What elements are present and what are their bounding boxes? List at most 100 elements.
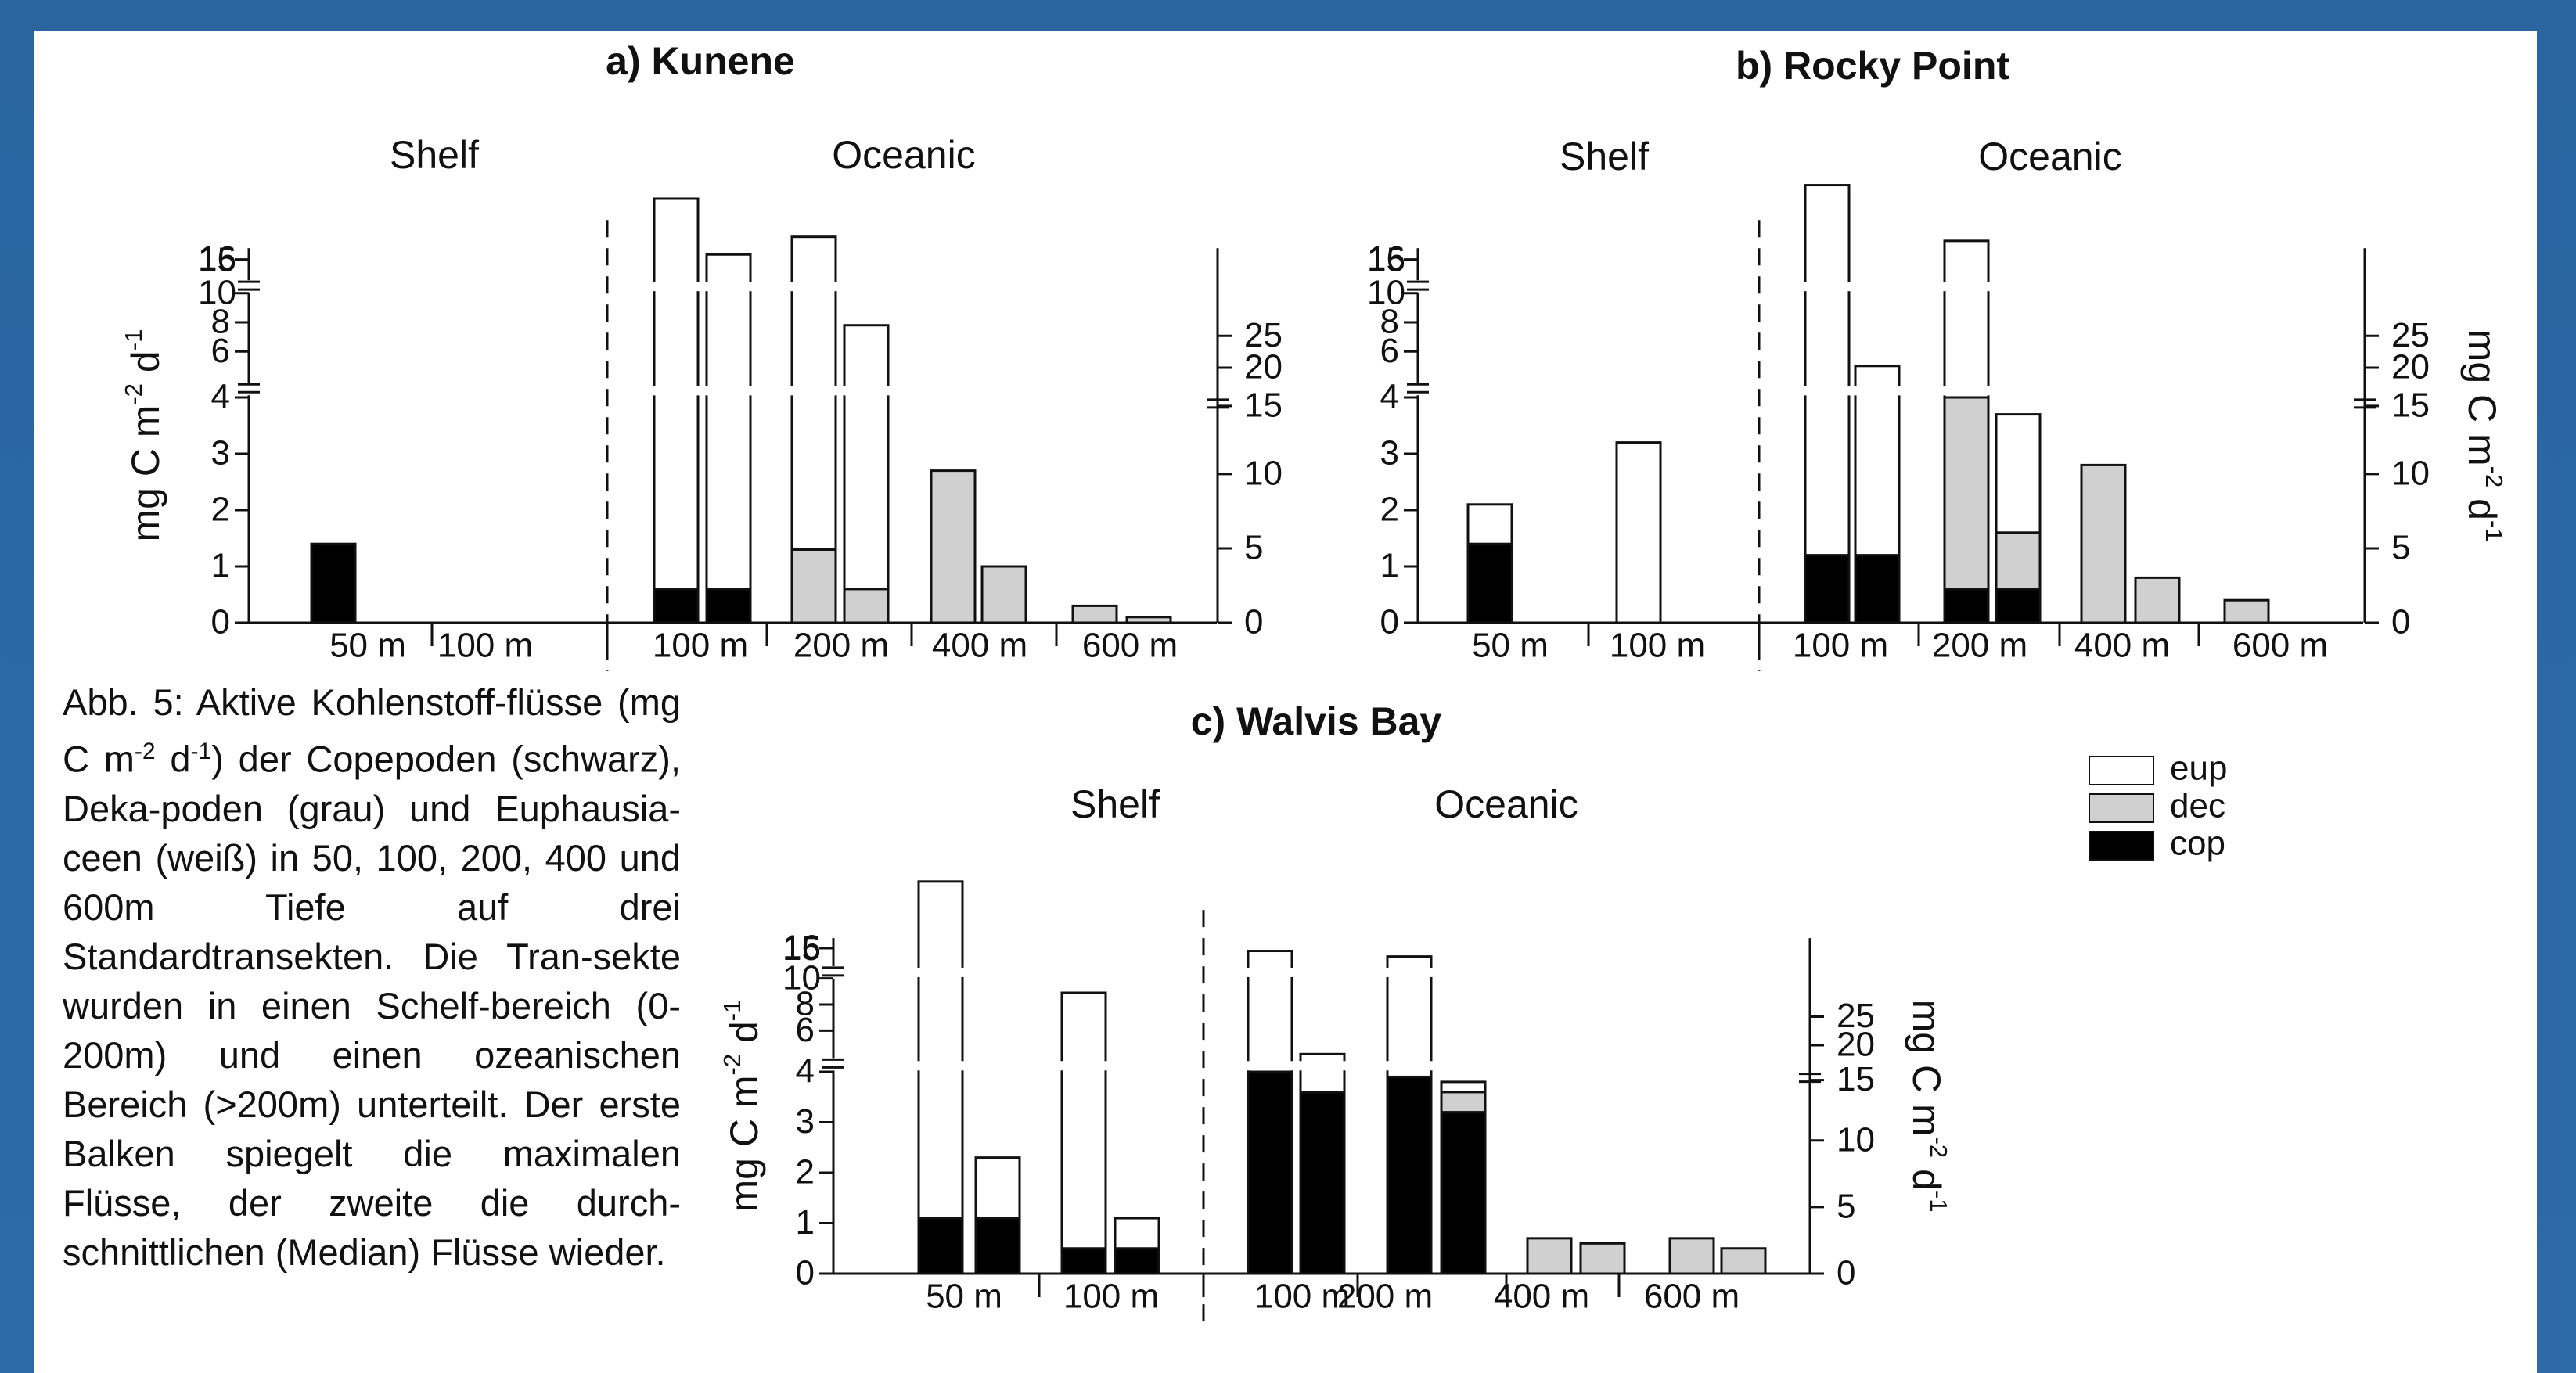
bar-group [1852, 365, 1902, 624]
bar-segment-dec [2223, 598, 2270, 624]
right-tick-label: 10 [1244, 455, 1283, 493]
bar-segment-cop [310, 542, 357, 624]
bar-break-gap [1802, 386, 1852, 396]
chart-title: c) Walvis Bay [1191, 699, 1442, 743]
bar-segment-cop [917, 1217, 964, 1275]
caption-line-1: Abb. 5: Aktive Kohlenstoff-flüsse [63, 681, 603, 723]
bar-group [1526, 1237, 1573, 1275]
left-tick-label: 2 [796, 1153, 815, 1191]
bar-segment-cop [1247, 1070, 1293, 1275]
category-label: 50 m [1472, 627, 1549, 665]
bar-break-gap [1941, 386, 1991, 396]
bar-break-gap [651, 282, 701, 292]
bar-segment-dec [1995, 531, 2042, 591]
category-label: 200 m [1932, 627, 2027, 665]
bar-break-gap [1297, 1061, 1347, 1071]
right-tick-label: 0 [2391, 603, 2410, 642]
bar-segment-eup [1440, 1080, 1487, 1094]
category-label: 600 m [2232, 627, 2328, 665]
left-tick-label: 4 [796, 1052, 815, 1091]
category-label: 200 m [1337, 1278, 1433, 1316]
right-tick-label: 10 [1837, 1120, 1875, 1159]
bar-segment-eup [974, 1156, 1021, 1220]
left-tick-label: 6 [796, 1011, 815, 1049]
bar-segment-eup [705, 253, 752, 591]
region-label-shelf: Shelf [1560, 135, 1649, 178]
bar-segment-cop [705, 588, 752, 624]
left-tick-label: 0 [796, 1254, 815, 1292]
left-tick-label: 16 [783, 929, 821, 967]
caption-line-2-mid: d [155, 738, 191, 780]
bar-group [2080, 463, 2127, 624]
bar-group [974, 1156, 1021, 1275]
bar-segment-dec [1071, 604, 1118, 624]
left-tick-label: 15 [1367, 241, 1405, 279]
right-tick-label: 5 [1837, 1187, 1855, 1225]
bar-group [2223, 598, 2270, 624]
y-axis-label-right: mg C m-2 d-1 [1905, 1000, 1953, 1213]
bar-group [1245, 950, 1295, 1275]
bar-segment-cop [1114, 1247, 1160, 1275]
bar-segment-cop [1995, 588, 2042, 624]
bar-segment-cop [1440, 1111, 1487, 1275]
bar-segment-cop [1466, 542, 1513, 624]
bar-segment-dec [790, 548, 837, 624]
left-tick-label: 3 [796, 1102, 815, 1141]
right-tick-label: 20 [1244, 348, 1283, 386]
left-tick-label: 6 [1380, 332, 1399, 370]
bar-segment-cop [653, 588, 700, 624]
chart-title: a) Kunene [606, 39, 795, 83]
bar-segment-dec [1720, 1247, 1767, 1275]
bar-break-gap [1059, 1061, 1109, 1071]
category-label: 50 m [926, 1278, 1002, 1316]
left-tick-label: 6 [211, 332, 230, 370]
y-axis-label-left: mg C m-2 d-1 [718, 1000, 767, 1213]
bar-segment-cop [1943, 588, 1990, 624]
bar-segment-eup [1299, 1052, 1346, 1094]
category-label: 600 m [1644, 1278, 1740, 1316]
bar-group [1071, 604, 1118, 624]
legend-swatch-eup [2089, 756, 2154, 785]
bar-segment-dec [980, 565, 1027, 624]
bar-group [1059, 991, 1109, 1275]
bar-group [789, 235, 839, 624]
category-label: 200 m [793, 627, 889, 665]
right-tick-label: 20 [2391, 348, 2430, 386]
y-axis-label-right: mg C m-2 d-1 [2460, 329, 2509, 542]
bar-segment-dec [1668, 1237, 1715, 1275]
bar-group [1114, 1217, 1160, 1275]
y-axis-label-left: mg C m-2 d-1 [120, 329, 168, 542]
bar-segment-dec [2080, 463, 2127, 624]
bar-group [916, 880, 966, 1275]
left-tick-label: 15 [783, 929, 821, 968]
category-label: 100 m [653, 627, 748, 665]
bar-segment-dec [2134, 576, 2181, 624]
bar-group [1941, 239, 1991, 624]
left-tick-label: 1 [211, 547, 230, 585]
region-label-shelf: Shelf [390, 133, 479, 177]
legend-swatch-cop [2089, 831, 2154, 861]
bar-group [1995, 413, 2042, 624]
legend-label-cop: cop [2170, 825, 2225, 863]
bar-segment-eup [843, 324, 890, 591]
legend-label-dec: dec [2170, 787, 2225, 825]
bar-break-gap [1802, 282, 1852, 292]
bar-segment-eup [1854, 365, 1901, 557]
bar-segment-eup [917, 880, 964, 1220]
left-tick-label: 4 [1380, 378, 1399, 416]
left-tick-label: 4 [211, 378, 230, 416]
bar-group [1384, 955, 1434, 1275]
bar-group [1297, 1052, 1347, 1275]
legend-swatch-dec [2089, 793, 2154, 823]
right-tick-label: 5 [1244, 529, 1263, 567]
category-label: 400 m [932, 627, 1027, 665]
bar-segment-dec [1943, 396, 1990, 591]
bar-segment-dec [1526, 1237, 1573, 1275]
right-tick-label: 25 [2391, 316, 2430, 354]
bar-break-gap [789, 282, 839, 292]
category-label: 100 m [1063, 1278, 1159, 1316]
bar-segment-dec [843, 588, 890, 624]
bar-group [1440, 1080, 1487, 1275]
left-tick-label: 8 [1380, 303, 1399, 341]
right-tick-label: 15 [2391, 386, 2430, 424]
